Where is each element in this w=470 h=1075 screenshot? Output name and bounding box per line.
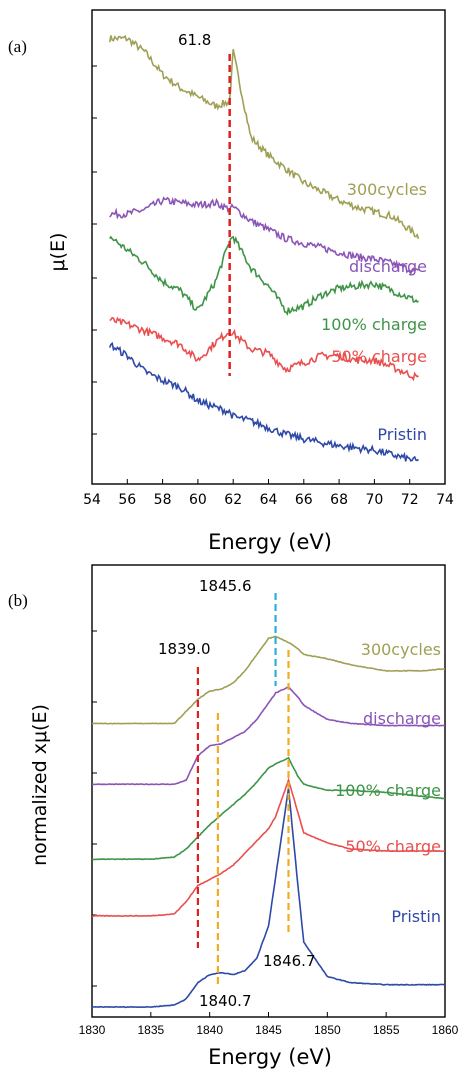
- x-tick-label: 1835: [137, 1023, 164, 1037]
- x-tick-label: 58: [154, 492, 172, 508]
- a-label-pristin: Pristin: [377, 425, 427, 444]
- x-tick-label: 56: [118, 492, 136, 508]
- x-tick-label: 1830: [79, 1023, 106, 1037]
- panel-b-ylabel: normalized xμ(E): [29, 704, 51, 866]
- panel-a-annotation-61.8: 61.8: [178, 31, 211, 49]
- a-label-300cycles: 300cycles: [347, 180, 427, 199]
- panel-a-label: (a): [8, 37, 27, 56]
- series-line-300cycles: [108, 34, 420, 240]
- series-line-100-charge: [91, 756, 446, 861]
- panel-a-series: [108, 34, 420, 462]
- b-label-100-charge: 100% charge: [335, 781, 441, 800]
- x-tick-label: 66: [295, 492, 313, 508]
- series-line-50-charge: [109, 316, 419, 382]
- series-line-pristin: [91, 787, 446, 1009]
- series-line-discharge: [109, 196, 419, 275]
- b-label-300cycles: 300cycles: [361, 640, 441, 659]
- b-label-50-charge: 50% charge: [345, 837, 441, 856]
- panel-a-frame: [91, 9, 446, 485]
- a-label-100-charge: 100% charge: [321, 315, 427, 334]
- panel-b-xlabel: Energy (eV): [208, 1045, 332, 1069]
- x-tick-label: 1855: [373, 1023, 400, 1037]
- panel-b-annotation-1846.7: 1846.7: [263, 952, 316, 970]
- panel-a-xlabel: Energy (eV): [208, 530, 332, 554]
- x-tick-label: 72: [401, 492, 419, 508]
- x-tick-label: 1845: [255, 1023, 282, 1037]
- panel-b-ticks: 1830 1835 1840 1845 1850 1855 1860: [79, 630, 459, 1037]
- panel-a-ylabel: μ(E): [47, 233, 69, 272]
- a-label-50-charge: 50% charge: [331, 347, 427, 366]
- panel-b-annotation-1839.0: 1839.0: [158, 640, 211, 658]
- x-tick-label: 74: [436, 492, 454, 508]
- panel-b-annotation-1845.6: 1845.6: [199, 577, 252, 595]
- a-label-discharge: discharge: [349, 257, 427, 276]
- x-tick-label: 54: [83, 492, 101, 508]
- panel-b: (b) normalized xμ(E) Energy (eV) 1830 183…: [8, 564, 459, 1069]
- panel-b-series: [91, 635, 446, 1009]
- panel-a-ticks: 54 56 58 60 62 64 66 68 70 72 74: [83, 65, 454, 508]
- x-tick-label: 68: [330, 492, 348, 508]
- panel-b-annotation-1840.7: 1840.7: [199, 992, 252, 1010]
- x-tick-label: 70: [365, 492, 383, 508]
- panel-b-label: (b): [8, 591, 28, 610]
- b-label-discharge: discharge: [363, 709, 441, 728]
- series-line-pristin: [108, 341, 420, 462]
- x-tick-label: 1840: [196, 1023, 223, 1037]
- series-line-50-charge: [91, 777, 446, 918]
- x-tick-label: 1860: [432, 1023, 459, 1037]
- x-tick-label: 60: [189, 492, 207, 508]
- series-line-discharge: [91, 686, 445, 786]
- panel-a: (a) μ(E) Energy (eV) 54 56 58 60 62 64 66 68 70 7…: [8, 9, 454, 554]
- panel-b-vlines: [196, 593, 290, 985]
- x-tick-label: 1850: [314, 1023, 341, 1037]
- x-tick-label: 62: [224, 492, 242, 508]
- series-line-100-charge: [109, 235, 419, 316]
- series-line-300cycles: [91, 635, 446, 725]
- b-label-pristin: Pristin: [391, 907, 441, 926]
- x-tick-label: 64: [260, 492, 278, 508]
